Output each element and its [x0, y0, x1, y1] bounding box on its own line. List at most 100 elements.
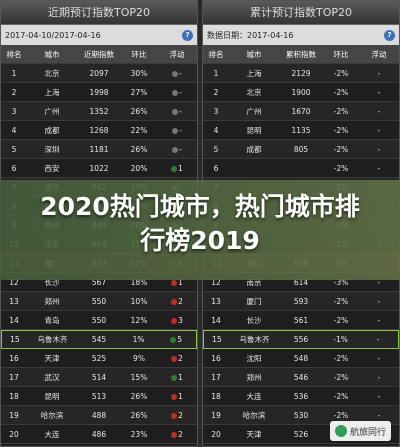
table-row[interactable]: 3 广州 1670 -2% -	[203, 102, 399, 121]
table-row[interactable]: 6 -2% -	[203, 159, 399, 178]
table-row[interactable]: 4 昆明 1135 -2% -	[203, 121, 399, 140]
column-header[interactable]: 浮动	[169, 49, 185, 59]
table-cell: 26%	[130, 144, 148, 154]
table-cell: 17	[211, 372, 221, 382]
column-header[interactable]: 城市	[246, 49, 262, 59]
trend-value: 1	[178, 277, 183, 287]
table-cell: 1900	[291, 87, 311, 97]
table-cell: 2	[157, 297, 197, 306]
table-row[interactable]: 14 青岛 550 12% 3	[1, 311, 197, 330]
table-cell: 15	[10, 335, 20, 344]
table-cell: 23%	[130, 429, 148, 439]
table-cell: 1670	[291, 106, 311, 116]
headline-band	[0, 180, 400, 280]
table-cell: 1	[11, 68, 17, 78]
table-cell: 1998	[89, 87, 109, 97]
table-row[interactable]: 15 乌鲁木齐 556 -1% -	[203, 330, 399, 349]
table-row[interactable]: 3 广州 1352 26% -	[1, 102, 197, 121]
table-cell: 3	[157, 316, 197, 325]
table-cell: 20	[211, 429, 221, 439]
table-cell: 6	[11, 163, 17, 173]
table-row[interactable]: 20 大连 486 23% 2	[1, 425, 197, 444]
column-header[interactable]: 排名	[6, 49, 22, 59]
table-cell: 17	[9, 372, 19, 382]
table-row[interactable]: 18 大连 536 -2% -	[203, 387, 399, 406]
table-cell: 546	[293, 372, 309, 382]
table-cell: 2097	[89, 68, 109, 78]
table-cell: -	[377, 106, 381, 116]
column-header[interactable]: 环比	[131, 49, 147, 59]
table-cell: -2%	[333, 68, 349, 78]
help-icon[interactable]: ?	[182, 29, 193, 41]
table-row[interactable]: 4 成都 1268 22% -	[1, 121, 197, 140]
table-cell: -2%	[333, 391, 349, 401]
table-cell: 2	[157, 354, 197, 363]
table-cell: -2%	[333, 410, 349, 420]
column-header[interactable]: 排名	[208, 49, 224, 59]
table-row[interactable]: 13 郑州 550 10% 2	[1, 292, 197, 311]
table-row[interactable]: 2 上海 1998 27% -	[1, 83, 197, 102]
table-row[interactable]: 6 西安 1022 20% 1	[1, 159, 197, 178]
trend-icon	[172, 89, 179, 96]
table-row[interactable]: 1 北京 2097 30% -	[1, 64, 197, 83]
table-cell: 昆明	[246, 125, 262, 135]
table-cell: 郑州	[246, 372, 262, 382]
table-cell: -	[377, 87, 381, 97]
table-cell: -	[157, 88, 197, 97]
table-row[interactable]: 17 武汉 514 15% 1	[1, 368, 197, 387]
trend-icon	[171, 317, 178, 324]
table-cell: 4	[213, 125, 219, 135]
table-row[interactable]: 17 郑州 546 -2% -	[203, 368, 399, 387]
table-row[interactable]: 13 厦门 593 -2% -	[203, 292, 399, 311]
table-row[interactable]: 5 成都 805 -2% -	[203, 140, 399, 159]
left-panel-title: 近期预订指数TOP20	[1, 1, 197, 25]
table-row[interactable]: 1 上海 2129 -2% -	[203, 64, 399, 83]
table-cell: -	[157, 69, 197, 78]
right-panel-title: 累计预订指数TOP20	[203, 1, 399, 25]
table-cell: 525	[91, 353, 107, 363]
table-cell: -2%	[333, 372, 349, 382]
table-row[interactable]: 2 北京 1900 -2% -	[203, 83, 399, 102]
table-cell: 5	[156, 335, 196, 344]
table-cell: 15%	[130, 372, 148, 382]
table-cell: -	[377, 372, 381, 382]
table-cell: 1	[157, 278, 197, 287]
help-icon[interactable]: ?	[384, 29, 395, 41]
table-row[interactable]: 5 深圳 1181 26% -	[1, 140, 197, 159]
table-cell: 1	[157, 164, 197, 173]
table-cell: 593	[293, 296, 309, 306]
table-cell: 9%	[133, 353, 145, 363]
table-cell: 1	[157, 392, 197, 401]
trend-value: 3	[178, 315, 183, 325]
table-cell: 广州	[44, 106, 60, 116]
watermark-text: 航旅同行	[350, 427, 387, 438]
trend-value: 2	[178, 410, 183, 420]
table-cell: -2%	[333, 106, 349, 116]
table-cell: 513	[91, 391, 107, 401]
table-row[interactable]: 14 长沙 561 -2% -	[203, 311, 399, 330]
left-panel: 近期预订指数TOP20 2017-04-10/2017-04-16 ? 排名 城市…	[0, 0, 198, 447]
table-header: 排名 城市 近期指数 环比 浮动	[1, 45, 197, 64]
trend-icon	[172, 146, 179, 153]
trend-value: -	[179, 144, 182, 154]
table-row[interactable]: 18 昆明 513 26% 1	[1, 387, 197, 406]
trend-value: 2	[178, 353, 183, 363]
table-row[interactable]: 19 哈尔滨 488 26% 2	[1, 406, 197, 425]
trend-icon	[171, 279, 178, 286]
table-row[interactable]: 19 哈尔滨 530 -2% -	[203, 406, 399, 425]
table-cell: -	[157, 126, 197, 135]
right-date-bar: 数据日期：2017-04-16 ?	[203, 25, 399, 45]
table-row[interactable]: 16 天津 525 9% 2	[1, 349, 197, 368]
table-cell: 成都	[44, 125, 60, 135]
column-header[interactable]: 环比	[333, 49, 349, 59]
table-cell: 526	[293, 429, 309, 439]
table-row[interactable]: 15 乌鲁木齐 545 1% 5	[1, 330, 197, 349]
table-row[interactable]: 16 沈阳 548 -2% -	[203, 349, 399, 368]
table-cell: 天津	[246, 429, 262, 439]
column-header[interactable]: 累积指数	[286, 49, 316, 59]
column-header[interactable]: 城市	[44, 49, 60, 59]
table-cell: -	[377, 410, 381, 420]
table-cell: 27%	[130, 87, 148, 97]
column-header[interactable]: 近期指数	[84, 49, 114, 59]
column-header[interactable]: 浮动	[371, 49, 387, 59]
